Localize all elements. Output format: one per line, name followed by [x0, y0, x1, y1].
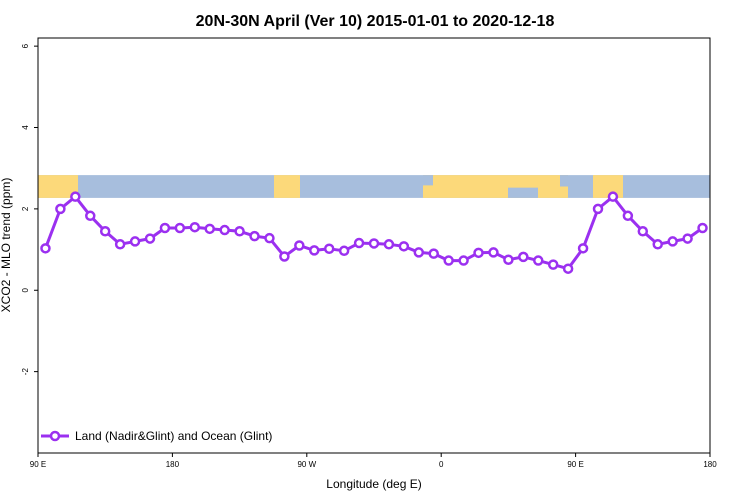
legend: Land (Nadir&Glint) and Ocean (Glint) [41, 429, 272, 443]
data-point [473, 247, 484, 259]
data-point [129, 236, 141, 247]
x-tick-label: 180 [166, 460, 180, 469]
data-point [249, 230, 260, 242]
data-point [697, 222, 708, 234]
data-point [294, 240, 305, 251]
data-point [458, 255, 469, 266]
map-land [274, 175, 300, 198]
map-ocean [560, 175, 568, 187]
world-map-strip [38, 175, 710, 198]
data-point [144, 233, 156, 244]
data-point [652, 239, 663, 250]
data-point [264, 232, 275, 244]
data-point [40, 243, 51, 254]
data-point [234, 226, 245, 237]
y-tick-label: -2 [21, 368, 30, 376]
data-point [189, 221, 201, 233]
data-point [443, 255, 454, 266]
y-tick-label: 4 [21, 125, 30, 130]
data-point [607, 191, 619, 202]
data-point [577, 243, 589, 254]
data-point [204, 223, 215, 235]
y-tick-label: 6 [21, 43, 30, 48]
series-line [44, 195, 704, 271]
y-axis: -2 0 2 4 6 [21, 43, 38, 375]
x-tick-label: 90 E [30, 460, 46, 469]
data-point [70, 191, 81, 202]
x-tick-label: 0 [439, 460, 444, 469]
data-point [219, 224, 230, 236]
x-axis-label: Longitude (deg E) [326, 477, 421, 491]
data-point [503, 254, 514, 265]
x-tick-label: 90 E [567, 460, 583, 469]
data-point [309, 245, 320, 256]
y-tick-label: 2 [21, 206, 30, 211]
x-axis: 90 E 180 90 W 0 90 E 180 [30, 453, 717, 469]
data-point [323, 243, 335, 255]
data-point [99, 226, 111, 237]
y-tick-label: 0 [21, 287, 30, 292]
data-point [547, 259, 559, 270]
legend-label: Land (Nadir&Glint) and Ocean (Glint) [75, 429, 272, 443]
data-point [413, 247, 425, 258]
series-points [40, 191, 708, 274]
data-point [398, 241, 410, 252]
data-point [682, 233, 693, 244]
chart-title: 20N-30N April (Ver 10) 2015-01-01 to 202… [196, 13, 555, 30]
data-point [174, 222, 186, 234]
data-point [55, 203, 66, 215]
data-point [488, 247, 499, 258]
map-ocean [508, 187, 538, 198]
map-land [423, 175, 568, 198]
data-point [353, 237, 365, 249]
data-point [533, 255, 544, 266]
data-point [114, 239, 126, 250]
data-point [592, 203, 604, 215]
legend-marker [49, 430, 61, 442]
data-point [368, 238, 380, 249]
data-point [383, 239, 395, 250]
data-point [279, 251, 290, 262]
data-point [562, 263, 574, 274]
data-point [667, 236, 678, 247]
x-tick-label: 90 W [297, 460, 316, 469]
plot-frame [37, 37, 711, 454]
data-point [428, 248, 439, 259]
data-point [85, 210, 96, 222]
data-point [622, 210, 634, 222]
map-land [593, 175, 623, 198]
map-ocean [423, 175, 433, 186]
map-land [38, 175, 78, 198]
x-tick-label: 180 [703, 460, 717, 469]
data-point [637, 226, 649, 237]
y-axis-label: XCO2 - MLO trend (ppm) [0, 178, 13, 313]
data-point [338, 245, 350, 257]
data-point [518, 251, 529, 263]
data-point [159, 222, 171, 234]
